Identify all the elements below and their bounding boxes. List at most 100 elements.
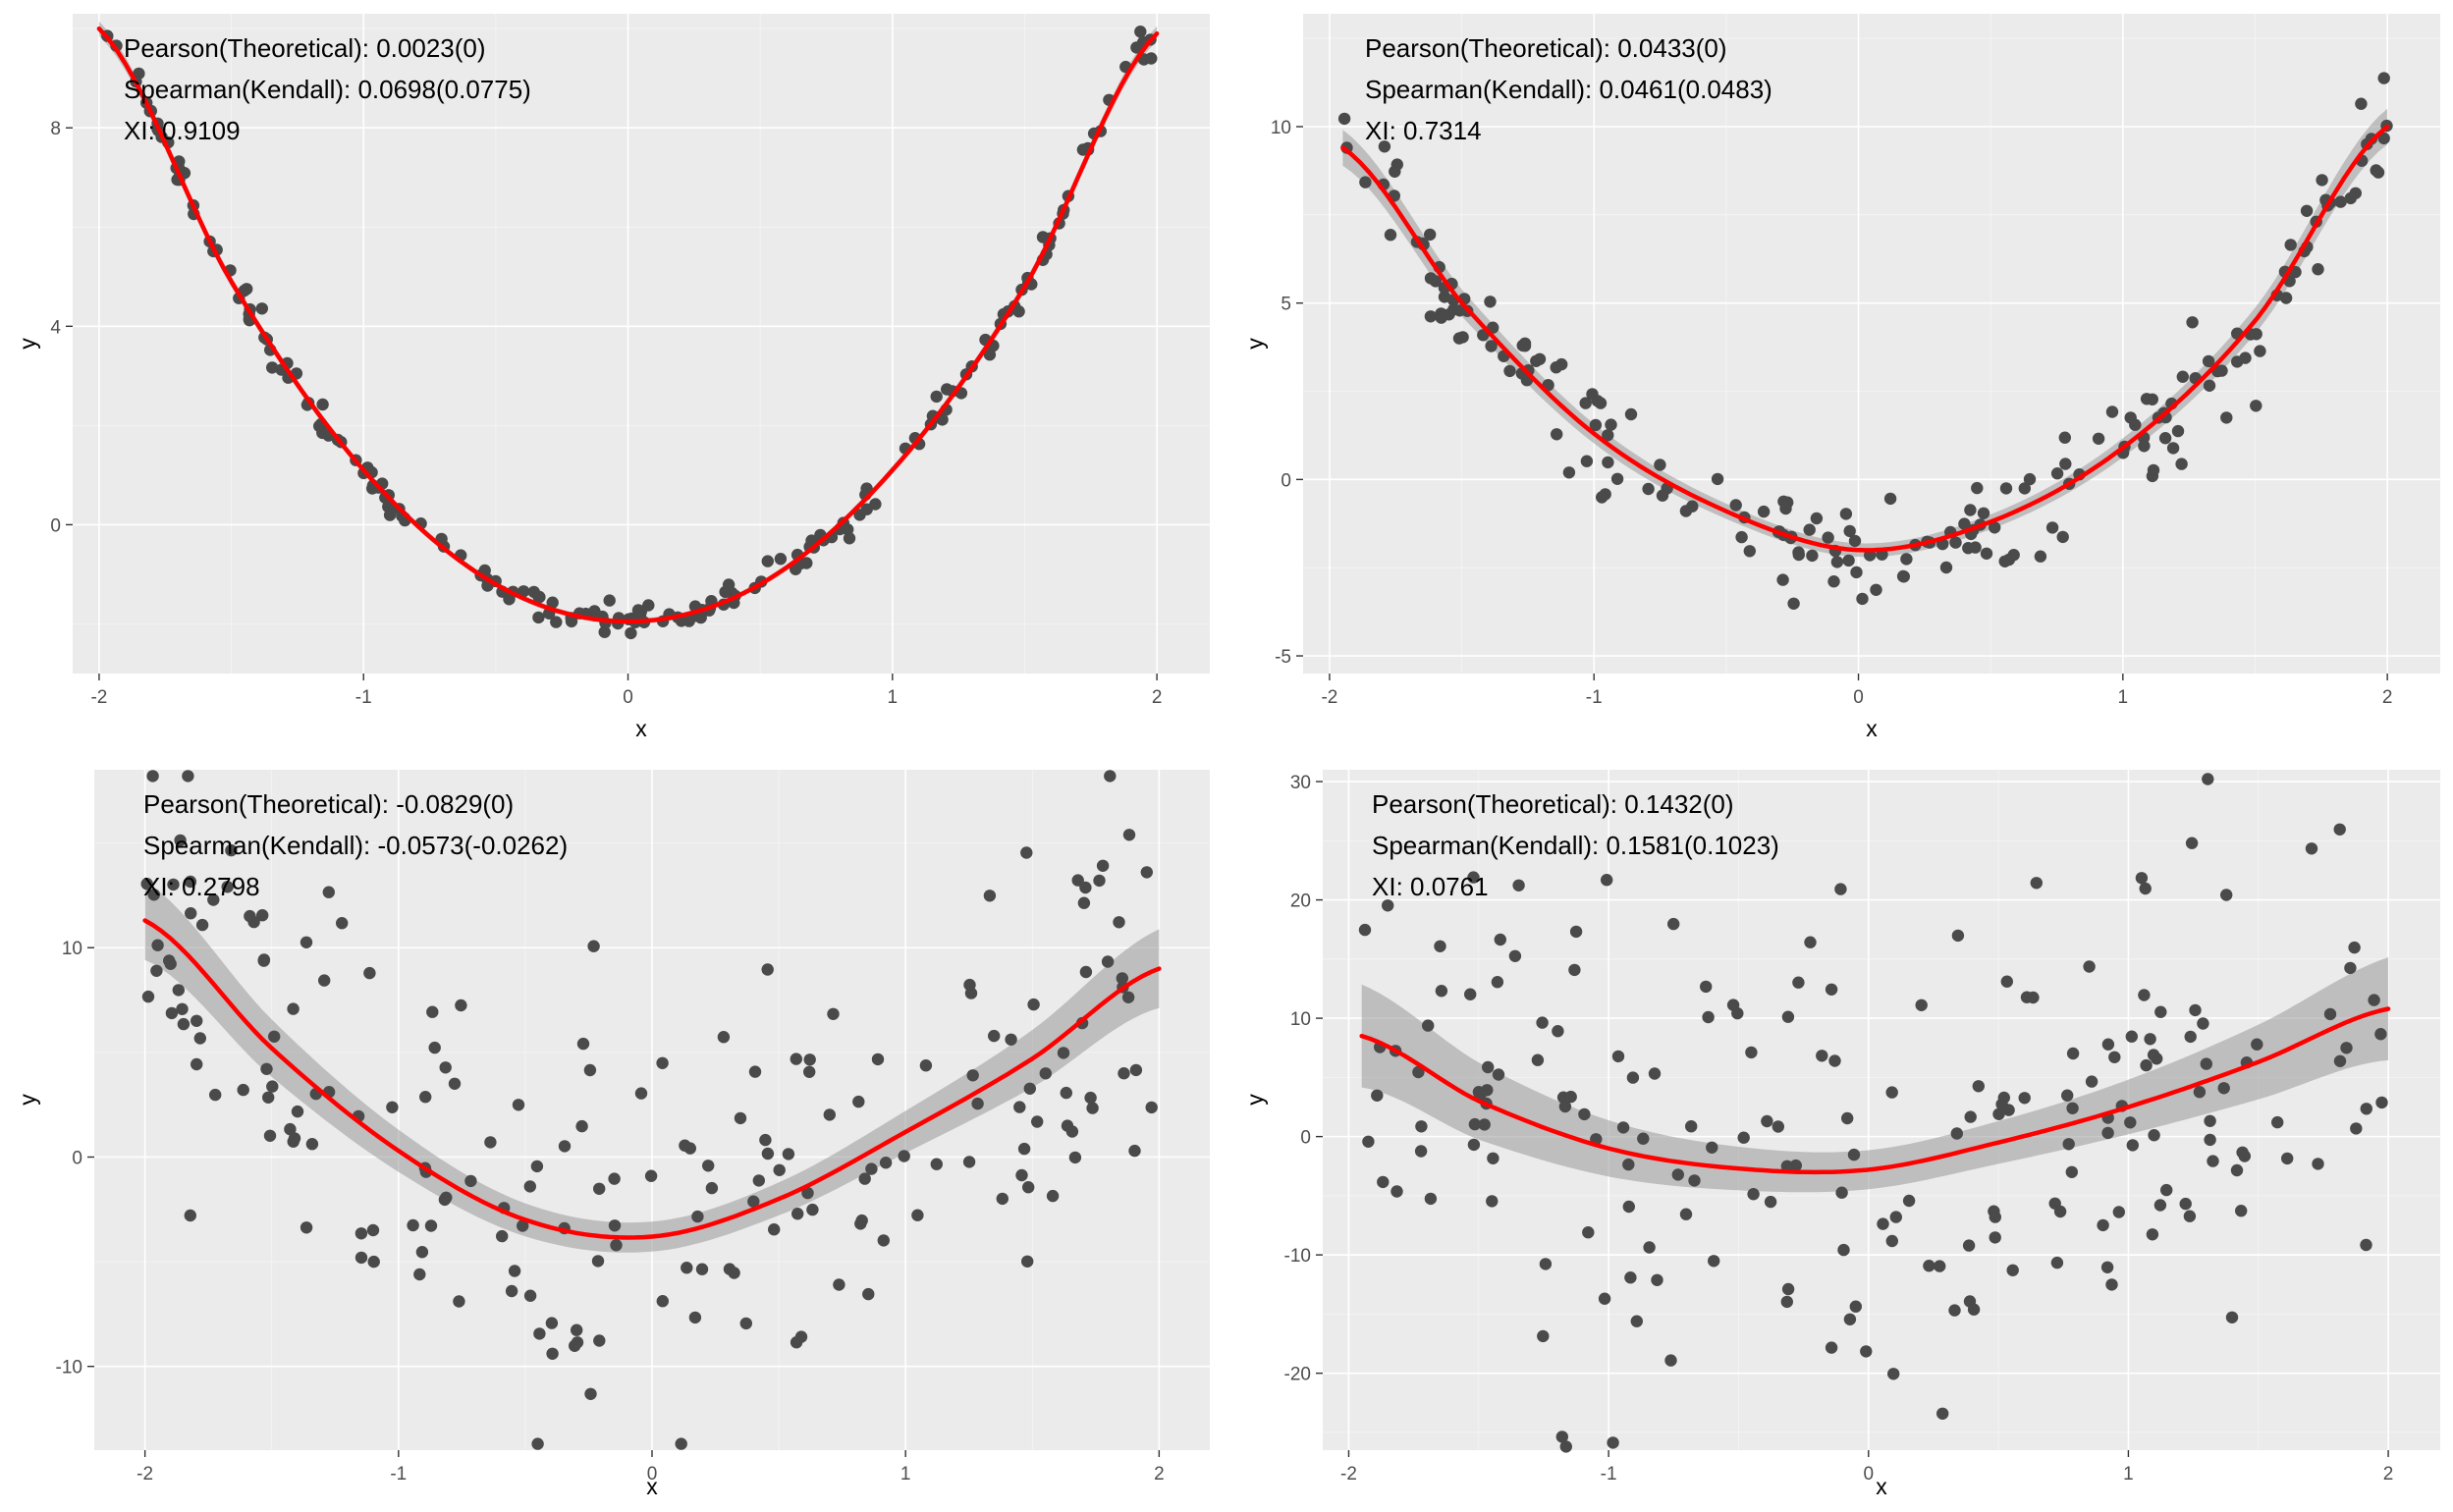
data-point (163, 954, 176, 967)
data-point (207, 893, 220, 906)
data-point (1737, 1131, 1750, 1144)
data-point (1027, 998, 1040, 1011)
data-point (608, 1172, 621, 1185)
data-point (1902, 1194, 1916, 1208)
panel-4-annotation-xi: XI: 0.0761 (1372, 872, 1489, 901)
data-point (1951, 929, 1965, 943)
data-point (871, 1053, 885, 1066)
data-point (2007, 549, 2020, 562)
data-point (584, 1387, 597, 1401)
data-point (1685, 1120, 1698, 1133)
data-point (1039, 1067, 1053, 1080)
data-point (983, 890, 997, 902)
x-tick-label: 1 (2118, 687, 2129, 708)
data-point (322, 886, 335, 898)
data-point (1747, 1188, 1760, 1201)
data-point (1484, 296, 1497, 308)
data-point (1494, 933, 1507, 946)
data-point (1711, 472, 1724, 486)
data-point (2065, 1165, 2078, 1179)
data-point (1424, 1192, 1438, 1206)
data-point (2204, 1114, 2216, 1128)
data-point (803, 1065, 816, 1079)
data-point (1777, 495, 1790, 508)
data-point (644, 1169, 658, 1182)
data-point (255, 302, 268, 315)
data-point (2370, 164, 2382, 177)
panel-1-annotation-pearson: Pearson(Theoretical): 0.0023(0) (124, 33, 486, 63)
data-point (1883, 492, 1897, 506)
data-point (518, 585, 530, 598)
data-point (1962, 1239, 1976, 1252)
data-point (1129, 1063, 1143, 1077)
data-point (1700, 980, 1713, 994)
data-point (268, 1030, 281, 1044)
data-point (1977, 507, 1990, 519)
data-point (2230, 1163, 2244, 1177)
data-point (257, 954, 270, 967)
data-point (300, 1221, 313, 1234)
data-point (773, 1163, 786, 1177)
data-point (1830, 556, 1844, 568)
data-point (591, 1255, 605, 1268)
data-point (2146, 1228, 2159, 1241)
data-point (1558, 1100, 1572, 1113)
y-tick-label: 5 (1281, 295, 1291, 315)
data-point (2316, 174, 2328, 187)
data-point (1958, 517, 1971, 530)
data-point (1624, 407, 1638, 421)
data-point (2235, 1205, 2248, 1217)
data-point (1776, 573, 1789, 586)
panel-2-ticks: -2 -1 0 1 2 -5 0 5 10 (1271, 118, 2393, 708)
data-point (1086, 1102, 1099, 1114)
panel-4-fit-curve (1359, 1006, 2391, 1175)
data-point (2374, 1028, 2387, 1041)
panel-3-y-axis-title: y (15, 1094, 40, 1106)
data-point (2140, 1058, 2153, 1072)
data-point (571, 1336, 584, 1349)
data-point (634, 1087, 648, 1100)
data-point (316, 398, 329, 411)
y-tick-label: 10 (1290, 1009, 1311, 1030)
data-point (656, 1295, 669, 1308)
data-point (1967, 1303, 1981, 1316)
data-point (2350, 1122, 2363, 1135)
data-point (790, 1336, 803, 1349)
data-point (367, 1255, 380, 1269)
data-point (2175, 458, 2188, 470)
data-point (571, 1323, 583, 1336)
data-point (2279, 292, 2293, 304)
data-point (165, 1006, 179, 1020)
data-point (305, 1138, 319, 1151)
data-point (1467, 1138, 1481, 1152)
data-point (419, 1091, 432, 1104)
smooth-fit-line (1340, 124, 2390, 553)
data-point (1781, 1010, 1795, 1023)
data-point (141, 990, 155, 1003)
y-tick-label: 10 (1271, 118, 1291, 138)
smooth-fit-line (96, 26, 1160, 624)
data-point (1827, 575, 1840, 588)
data-point (1518, 340, 1532, 352)
data-point (532, 590, 545, 603)
data-point (1551, 428, 1563, 441)
data-point (1569, 925, 1583, 939)
data-point (1537, 1329, 1550, 1343)
data-point (2197, 1017, 2209, 1030)
data-point (1580, 455, 1594, 467)
data-point (2020, 991, 2034, 1003)
data-point (739, 1317, 752, 1330)
data-point (2340, 1042, 2353, 1054)
data-point (610, 1239, 623, 1252)
panel-2-points (1337, 72, 2393, 610)
data-point (1792, 976, 1805, 989)
data-point (1949, 536, 1962, 549)
data-point (679, 1139, 691, 1152)
data-point (1390, 1185, 1403, 1198)
data-point (1435, 985, 1448, 998)
data-point (2281, 1152, 2294, 1165)
data-point (2126, 1139, 2139, 1152)
data-point (2151, 1053, 2163, 1065)
data-point (1093, 874, 1106, 888)
data-point (2183, 1210, 2197, 1222)
